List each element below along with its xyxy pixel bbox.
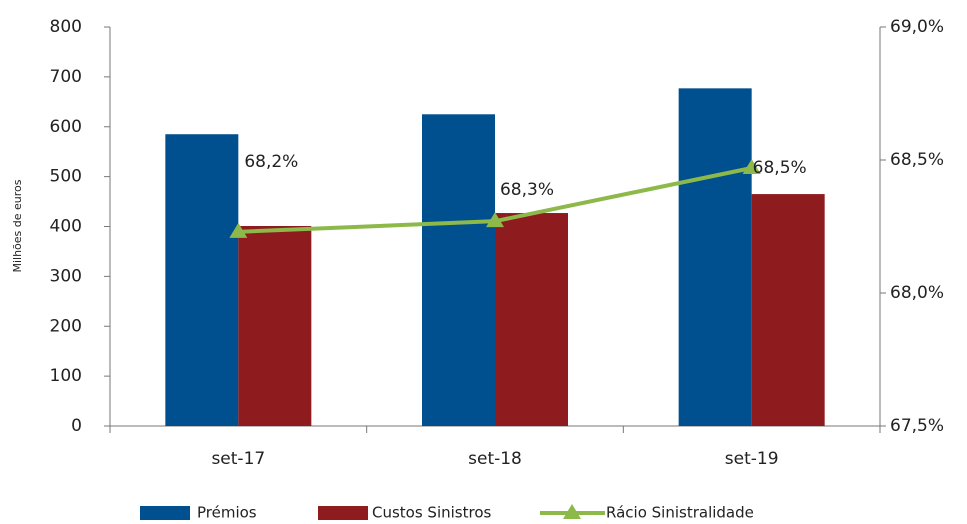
y2-tick-label: 68,5%	[890, 150, 944, 170]
y-tick-label: 200	[50, 316, 82, 336]
bar	[165, 134, 239, 426]
y-tick-label: 800	[50, 17, 82, 37]
marker	[742, 158, 761, 174]
x-tick-label: set-17	[211, 449, 265, 469]
legend-swatch	[563, 504, 581, 519]
x-tick-label: set-18	[468, 449, 522, 469]
y-tick-label: 100	[50, 366, 82, 386]
bar	[751, 194, 825, 426]
value-label: 68,3%	[500, 180, 554, 200]
value-label: 68,2%	[244, 152, 298, 172]
y-tick-label: 500	[50, 167, 82, 187]
bar	[495, 213, 568, 426]
y2-tick-label: 69,0%	[890, 17, 944, 37]
marker	[229, 222, 248, 238]
y-tick-label: 400	[50, 217, 82, 237]
legend-swatch	[140, 506, 190, 520]
legend-label: Rácio Sinistralidade	[606, 504, 754, 522]
legend-label: Prémios	[197, 504, 257, 522]
y-tick-label: 0	[71, 416, 82, 436]
value-label: 68,5%	[753, 158, 807, 178]
y-tick-label: 600	[50, 117, 82, 137]
bar	[678, 88, 752, 426]
y2-tick-label: 68,0%	[890, 283, 944, 303]
y-tick-label: 300	[50, 266, 82, 286]
marker	[486, 212, 504, 228]
legend-swatch	[318, 506, 368, 520]
bar	[238, 226, 312, 426]
bar	[422, 114, 495, 426]
y2-tick-label: 67,5%	[890, 416, 944, 436]
legend-label: Custos Sinistros	[372, 504, 492, 522]
y-tick-label: 700	[50, 67, 82, 87]
y-axis-label: Milhões de euros	[11, 179, 24, 272]
x-tick-label: set-19	[725, 449, 779, 469]
